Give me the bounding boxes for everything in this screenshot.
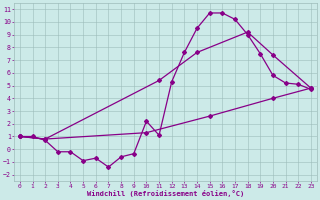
X-axis label: Windchill (Refroidissement éolien,°C): Windchill (Refroidissement éolien,°C) xyxy=(87,190,244,197)
